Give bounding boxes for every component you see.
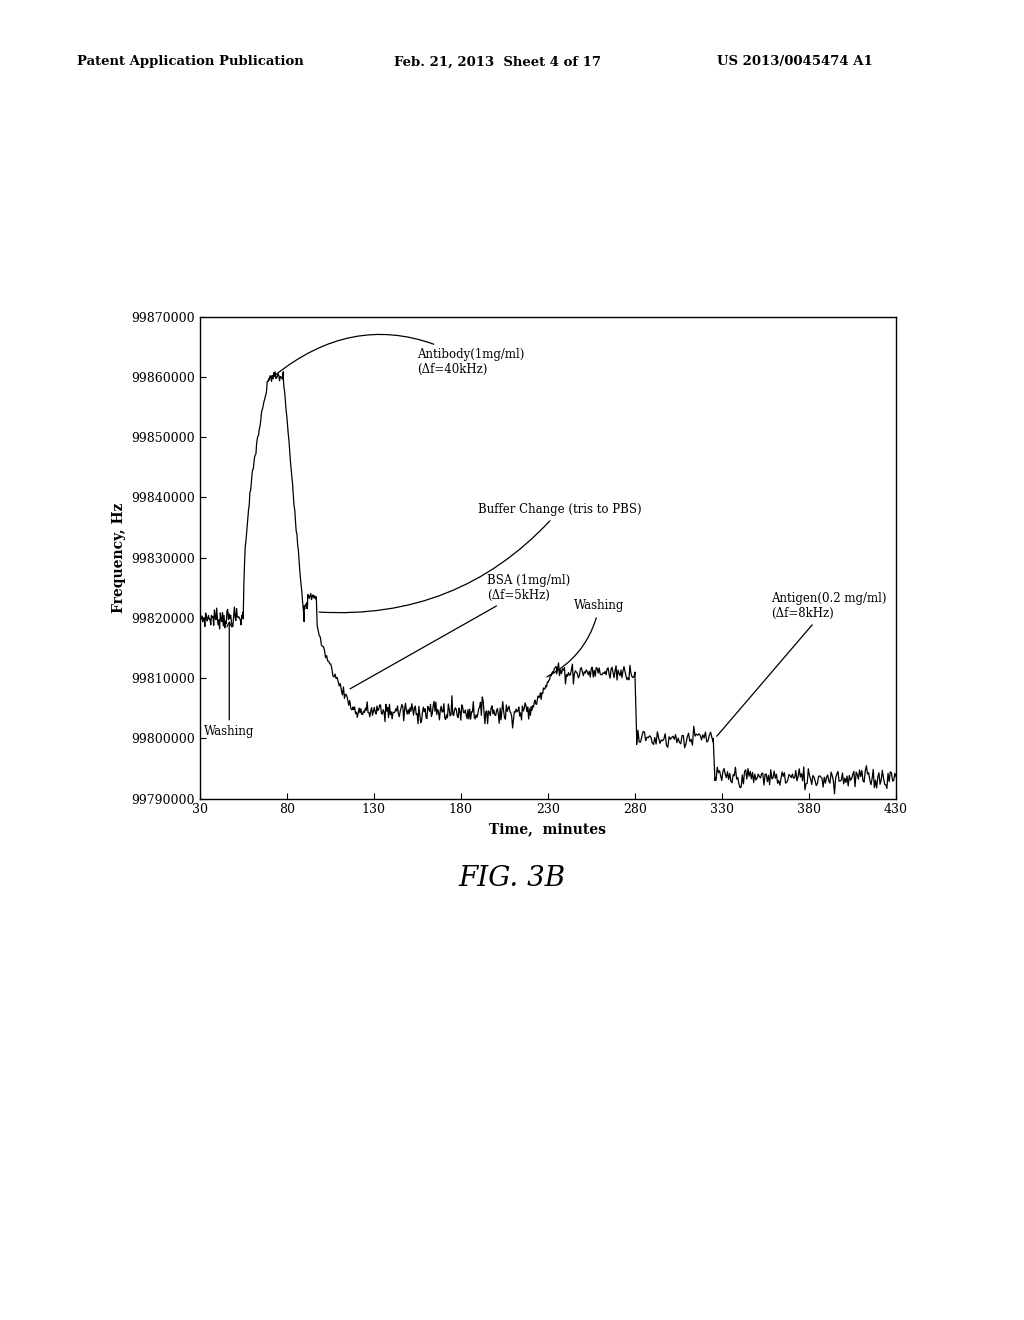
Text: Buffer Change (tris to PBS): Buffer Change (tris to PBS) bbox=[319, 503, 642, 612]
Y-axis label: Frequency, Hz: Frequency, Hz bbox=[112, 503, 126, 612]
Text: Washing: Washing bbox=[547, 599, 625, 677]
Text: BSA (1mg/ml)
(Δf=5kHz): BSA (1mg/ml) (Δf=5kHz) bbox=[350, 574, 570, 689]
Text: Patent Application Publication: Patent Application Publication bbox=[77, 55, 303, 69]
Text: Washing: Washing bbox=[204, 622, 254, 738]
Text: Antibody(1mg/ml)
(Δf=40kHz): Antibody(1mg/ml) (Δf=40kHz) bbox=[275, 334, 524, 376]
Text: Feb. 21, 2013  Sheet 4 of 17: Feb. 21, 2013 Sheet 4 of 17 bbox=[394, 55, 601, 69]
Text: FIG. 3B: FIG. 3B bbox=[459, 865, 565, 891]
X-axis label: Time,  minutes: Time, minutes bbox=[489, 822, 606, 836]
Text: Antigen(0.2 mg/ml)
(Δf=8kHz): Antigen(0.2 mg/ml) (Δf=8kHz) bbox=[717, 591, 886, 737]
Text: US 2013/0045474 A1: US 2013/0045474 A1 bbox=[717, 55, 872, 69]
